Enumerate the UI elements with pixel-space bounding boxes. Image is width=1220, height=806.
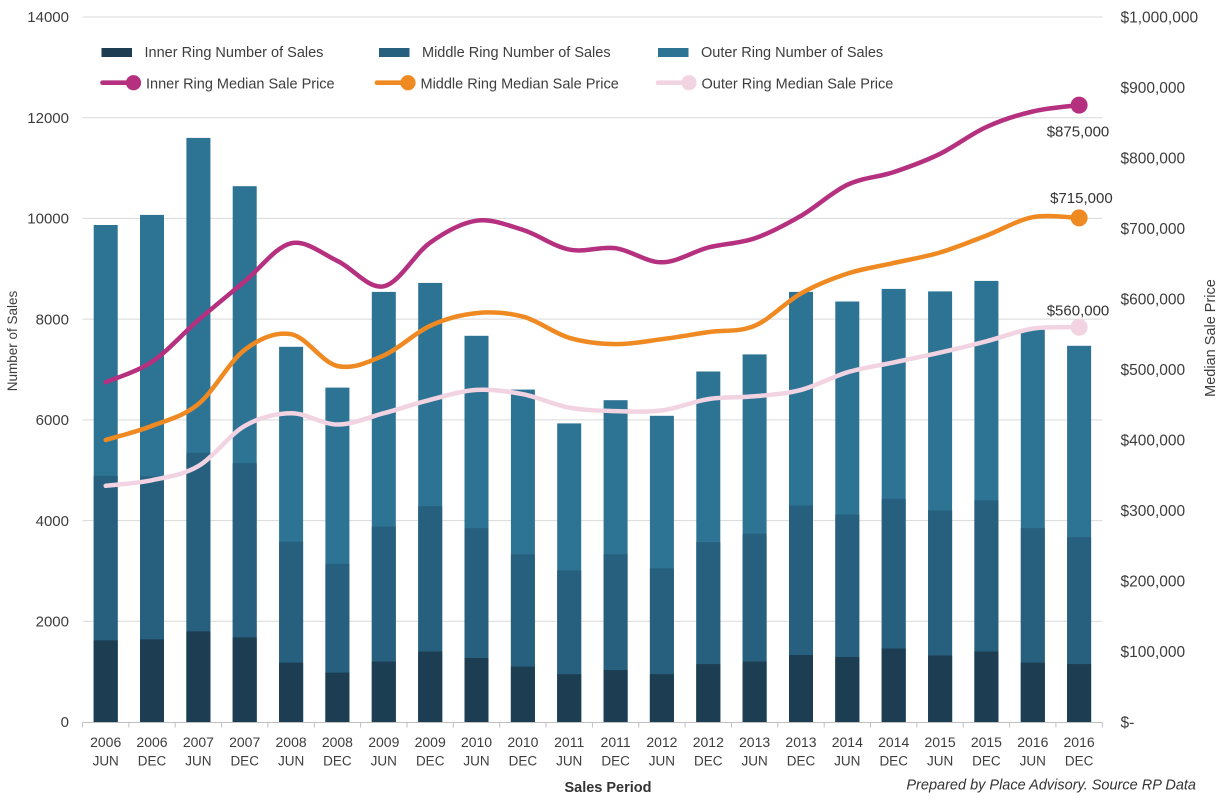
svg-text:4000: 4000 — [36, 513, 69, 530]
svg-text:JUN: JUN — [741, 754, 767, 769]
svg-text:Number of Sales: Number of Sales — [5, 290, 20, 391]
svg-text:2011: 2011 — [554, 734, 584, 750]
svg-text:2009: 2009 — [368, 734, 399, 750]
svg-text:DEC: DEC — [230, 754, 259, 769]
svg-text:2008: 2008 — [276, 734, 307, 750]
svg-text:DEC: DEC — [972, 754, 1001, 769]
svg-text:Prepared by Place Advisory. So: Prepared by Place Advisory. Source RP Da… — [906, 778, 1196, 794]
svg-text:Middle Ring Number of Sales: Middle Ring Number of Sales — [422, 45, 611, 61]
svg-text:JUN: JUN — [649, 754, 675, 769]
svg-text:12000: 12000 — [27, 110, 69, 127]
svg-text:JUN: JUN — [927, 754, 953, 769]
svg-text:Sales Period: Sales Period — [564, 780, 651, 796]
svg-text:DEC: DEC — [138, 754, 167, 769]
svg-text:$400,000: $400,000 — [1121, 432, 1186, 449]
svg-text:2000: 2000 — [36, 614, 69, 631]
svg-text:8000: 8000 — [36, 311, 69, 328]
svg-text:2016: 2016 — [1017, 734, 1048, 750]
svg-text:2015: 2015 — [971, 734, 1002, 750]
svg-text:DEC: DEC — [601, 754, 630, 769]
svg-text:2016: 2016 — [1064, 734, 1095, 750]
svg-text:DEC: DEC — [509, 754, 538, 769]
svg-text:DEC: DEC — [1065, 754, 1094, 769]
svg-text:$875,000: $875,000 — [1047, 124, 1110, 141]
svg-text:2006: 2006 — [136, 734, 167, 750]
svg-text:6000: 6000 — [36, 412, 69, 429]
svg-text:2006: 2006 — [90, 734, 121, 750]
svg-text:Inner Ring Number of Sales: Inner Ring Number of Sales — [145, 45, 324, 61]
svg-text:$200,000: $200,000 — [1121, 573, 1186, 590]
svg-text:2015: 2015 — [925, 734, 956, 750]
svg-text:2009: 2009 — [415, 734, 446, 750]
svg-text:14000: 14000 — [27, 9, 69, 26]
svg-text:$-: $- — [1121, 714, 1135, 731]
svg-text:2008: 2008 — [322, 734, 353, 750]
svg-text:2007: 2007 — [183, 734, 214, 750]
svg-text:JUN: JUN — [1020, 754, 1046, 769]
svg-text:DEC: DEC — [879, 754, 908, 769]
svg-text:JUN: JUN — [371, 754, 397, 769]
svg-text:$560,000: $560,000 — [1047, 303, 1110, 320]
svg-text:JUN: JUN — [185, 754, 211, 769]
svg-text:Median Sale Price: Median Sale Price — [1203, 279, 1219, 397]
svg-text:$800,000: $800,000 — [1121, 150, 1186, 167]
svg-text:2012: 2012 — [693, 734, 724, 750]
svg-text:$1,000,000: $1,000,000 — [1121, 9, 1199, 26]
svg-text:Outer Ring Number of Sales: Outer Ring Number of Sales — [701, 45, 883, 61]
svg-text:2014: 2014 — [878, 734, 909, 750]
svg-text:$700,000: $700,000 — [1121, 221, 1186, 238]
svg-text:$300,000: $300,000 — [1121, 503, 1186, 520]
svg-text:$600,000: $600,000 — [1121, 291, 1186, 308]
svg-text:JUN: JUN — [93, 754, 119, 769]
svg-text:2011: 2011 — [601, 734, 631, 750]
svg-text:2010: 2010 — [507, 734, 538, 750]
svg-text:0: 0 — [61, 714, 69, 731]
svg-text:Outer Ring Median Sale Price: Outer Ring Median Sale Price — [702, 76, 894, 92]
svg-text:10000: 10000 — [27, 211, 69, 228]
svg-text:2007: 2007 — [229, 734, 260, 750]
svg-text:JUN: JUN — [463, 754, 489, 769]
svg-text:DEC: DEC — [694, 754, 723, 769]
svg-text:2013: 2013 — [785, 734, 816, 750]
svg-text:2013: 2013 — [739, 734, 770, 750]
svg-text:2012: 2012 — [646, 734, 677, 750]
svg-text:DEC: DEC — [323, 754, 352, 769]
svg-text:Middle Ring Median Sale Price: Middle Ring Median Sale Price — [421, 76, 619, 92]
svg-text:JUN: JUN — [834, 754, 860, 769]
svg-text:DEC: DEC — [416, 754, 445, 769]
svg-text:2014: 2014 — [832, 734, 863, 750]
svg-text:$900,000: $900,000 — [1121, 80, 1186, 97]
svg-text:2010: 2010 — [461, 734, 492, 750]
svg-text:Inner Ring Median Sale Price: Inner Ring Median Sale Price — [146, 76, 335, 92]
svg-text:DEC: DEC — [787, 754, 816, 769]
svg-text:$100,000: $100,000 — [1121, 644, 1186, 661]
svg-text:JUN: JUN — [278, 754, 304, 769]
svg-text:JUN: JUN — [556, 754, 582, 769]
svg-text:$500,000: $500,000 — [1121, 362, 1186, 379]
svg-text:$715,000: $715,000 — [1050, 190, 1113, 207]
